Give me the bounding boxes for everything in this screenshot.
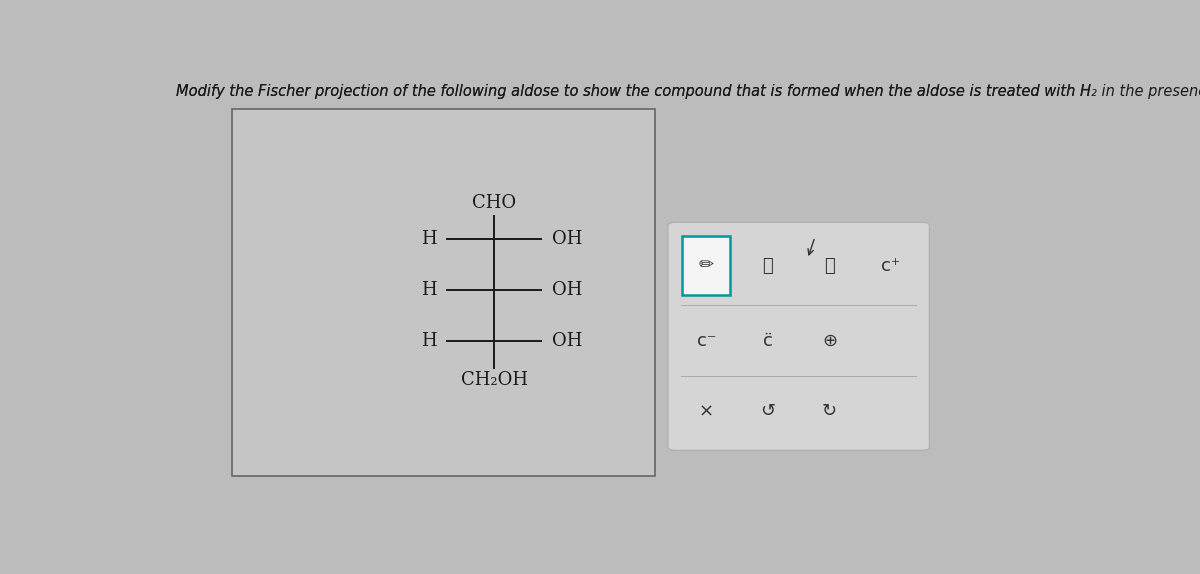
Text: ×: × [698,402,714,420]
Text: OH: OH [552,281,582,299]
Text: 🖐: 🖐 [824,257,835,274]
Text: c⁻: c⁻ [696,332,716,350]
Text: ⊕: ⊕ [822,332,838,350]
Text: OH: OH [552,332,582,350]
FancyBboxPatch shape [668,222,929,451]
Text: 🖋: 🖋 [762,257,773,274]
FancyBboxPatch shape [232,108,655,475]
Text: ✏: ✏ [698,257,714,274]
Text: ↻: ↻ [822,402,838,420]
Text: OH: OH [552,230,582,248]
Text: c⁺: c⁺ [882,257,901,274]
Text: CHO: CHO [472,193,516,212]
Text: CH₂OH: CH₂OH [461,371,528,389]
Text: H: H [421,230,437,248]
Text: H: H [421,332,437,350]
FancyBboxPatch shape [683,236,731,295]
Text: c̈: c̈ [763,332,773,350]
Text: Modify the Fischer projection of the following aldose to show the compound that : Modify the Fischer projection of the fol… [176,84,1091,99]
Text: H: H [421,281,437,299]
Text: ↺: ↺ [761,402,775,420]
Text: Modify the Fischer projection of the following aldose to show the compound that : Modify the Fischer projection of the fol… [176,84,1200,99]
